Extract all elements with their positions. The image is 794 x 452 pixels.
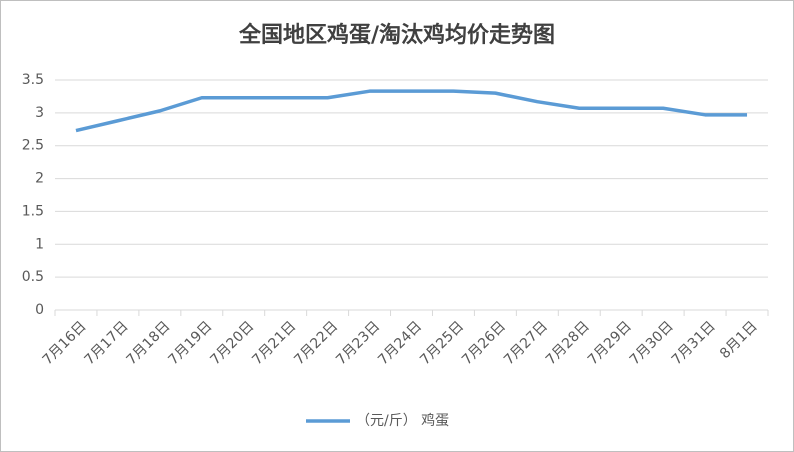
y-tick-label: 2 bbox=[35, 171, 44, 187]
chart-title: 全国地区鸡蛋/淘汰鸡均价走势图 bbox=[238, 22, 555, 48]
y-tick-label: 1.5 bbox=[22, 203, 44, 219]
y-tick-label: 0.5 bbox=[22, 269, 44, 285]
y-tick-label: 3.5 bbox=[22, 72, 44, 88]
y-tick-label: 0 bbox=[35, 302, 44, 318]
y-tick-label: 3 bbox=[35, 105, 44, 121]
y-tick-label: 2.5 bbox=[22, 138, 44, 154]
data-line bbox=[75, 89, 748, 133]
y-tick-label: 1 bbox=[35, 236, 44, 252]
legend-label: （元/斤） 鸡蛋 bbox=[356, 412, 449, 429]
